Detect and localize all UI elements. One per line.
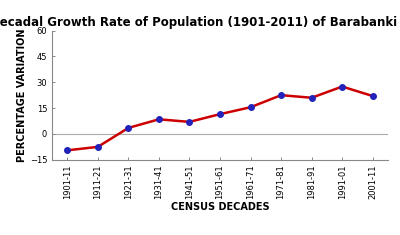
Title: Decadal Growth Rate of Population (1901-2011) of Barabanki District: Decadal Growth Rate of Population (1901-…: [0, 16, 400, 29]
X-axis label: CENSUS DECADES: CENSUS DECADES: [171, 202, 269, 212]
Y-axis label: PERCENTAGE VARIATION: PERCENTAGE VARIATION: [17, 28, 27, 162]
